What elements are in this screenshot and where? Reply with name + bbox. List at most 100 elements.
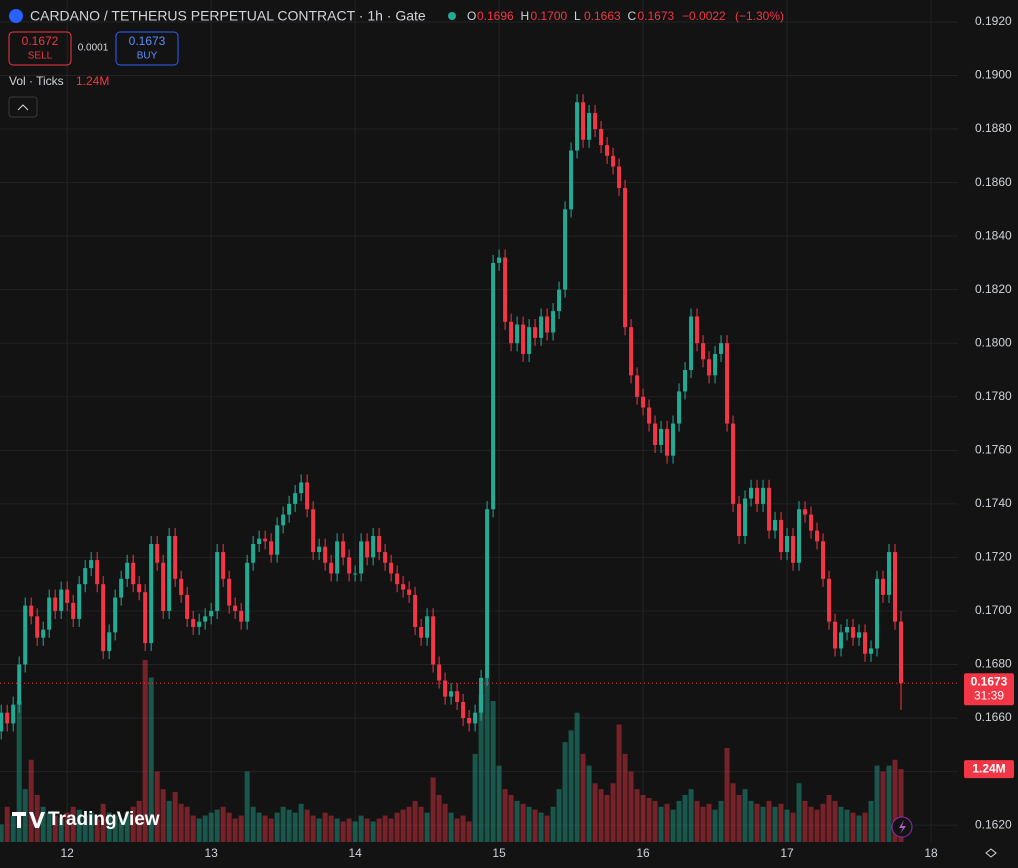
candle-body bbox=[695, 316, 700, 344]
candle-body bbox=[347, 557, 352, 574]
volume-bar bbox=[166, 800, 172, 842]
candle-body bbox=[11, 704, 16, 724]
candle-body bbox=[137, 584, 142, 593]
volume-bar bbox=[634, 789, 640, 842]
volume-bar bbox=[628, 771, 634, 842]
volume-bar bbox=[142, 659, 148, 842]
volume-bar bbox=[256, 812, 262, 842]
candle-body bbox=[773, 519, 778, 531]
candle-body bbox=[701, 343, 706, 360]
candle-body bbox=[761, 487, 766, 504]
candle-body bbox=[185, 594, 190, 619]
volume-bar bbox=[220, 806, 226, 842]
candle-body bbox=[149, 544, 154, 644]
volume-bar bbox=[526, 806, 532, 842]
volume-bar bbox=[658, 806, 664, 842]
change-pct: (−1.30%) bbox=[735, 9, 784, 23]
candle-body bbox=[413, 594, 418, 628]
candle-body bbox=[281, 514, 286, 526]
volume-bar bbox=[118, 818, 124, 842]
candle-body bbox=[545, 316, 550, 333]
candle-body bbox=[437, 664, 442, 681]
candle-body bbox=[455, 691, 460, 702]
volume-bar bbox=[838, 806, 844, 842]
volume-bar bbox=[700, 806, 706, 842]
x-tick-label: 16 bbox=[636, 846, 650, 860]
candle-body bbox=[383, 552, 388, 563]
volume-tag-label: 1.24M bbox=[972, 761, 1005, 775]
volume-bar bbox=[556, 789, 562, 842]
collapse-button[interactable] bbox=[8, 96, 38, 118]
candle-body bbox=[125, 562, 130, 579]
volume-bar bbox=[250, 806, 256, 842]
volume-bar bbox=[736, 795, 742, 842]
volume-bar bbox=[160, 789, 166, 842]
candle-body bbox=[713, 353, 718, 376]
volume-bar bbox=[592, 783, 598, 842]
volume-bar bbox=[688, 789, 694, 842]
candle-body bbox=[29, 605, 34, 617]
volume-bar bbox=[304, 809, 310, 842]
candle-body bbox=[473, 712, 478, 724]
sell-button[interactable] bbox=[8, 31, 72, 66]
volume-bar bbox=[46, 812, 52, 842]
buy-button[interactable] bbox=[115, 31, 179, 66]
candle-body bbox=[515, 324, 520, 344]
candle-body bbox=[569, 150, 574, 210]
volume-bar bbox=[10, 815, 16, 842]
candle-body bbox=[197, 621, 202, 628]
candle-body bbox=[47, 597, 52, 630]
volume-bar bbox=[778, 803, 784, 842]
volume-bar bbox=[586, 765, 592, 842]
candle-body bbox=[833, 621, 838, 649]
volume-bar bbox=[40, 806, 46, 842]
volume-bar bbox=[208, 812, 214, 842]
candle-body bbox=[101, 584, 106, 652]
volume-bar bbox=[370, 821, 376, 842]
candle-body bbox=[155, 544, 160, 563]
candle-body bbox=[359, 541, 364, 574]
settings-icon[interactable] bbox=[985, 848, 997, 858]
volume-bar bbox=[148, 677, 154, 842]
volume-bar bbox=[826, 795, 832, 842]
volume-bar bbox=[682, 795, 688, 842]
candle-body bbox=[737, 503, 742, 536]
volume-bar bbox=[172, 792, 178, 842]
candle-body bbox=[605, 145, 610, 156]
volume-bar bbox=[70, 806, 76, 842]
candle-body bbox=[425, 616, 430, 638]
candle-body bbox=[881, 578, 886, 595]
volume-bar bbox=[196, 818, 202, 842]
candle-body bbox=[317, 546, 322, 553]
candles bbox=[0, 94, 904, 740]
grid bbox=[0, 0, 958, 842]
volume-bar bbox=[202, 815, 208, 842]
volume-bar bbox=[484, 677, 490, 842]
candle-body bbox=[575, 102, 580, 151]
candle-body bbox=[647, 407, 652, 424]
volume-bar bbox=[322, 812, 328, 842]
volume-bar bbox=[454, 818, 460, 842]
volume-bar bbox=[862, 812, 868, 842]
volume-bar bbox=[406, 806, 412, 842]
candle-body bbox=[341, 541, 346, 558]
volume-bar bbox=[190, 815, 196, 842]
y-tick-label: 0.1700 bbox=[975, 603, 1012, 617]
candle-body bbox=[407, 589, 412, 595]
volume-bar bbox=[790, 812, 796, 842]
volume-tag bbox=[964, 760, 1014, 779]
candle-body bbox=[239, 610, 244, 622]
buy-price: 0.1673 bbox=[129, 34, 166, 48]
volume-bar bbox=[886, 765, 892, 842]
volume-bar bbox=[112, 815, 118, 842]
volume-bar bbox=[358, 815, 364, 842]
volume-bar bbox=[676, 800, 682, 842]
candle-body bbox=[521, 324, 526, 354]
volume-bar bbox=[580, 753, 586, 842]
candle-body bbox=[35, 616, 40, 638]
y-tick-label: 0.1620 bbox=[975, 817, 1012, 831]
volume-bar bbox=[292, 812, 298, 842]
